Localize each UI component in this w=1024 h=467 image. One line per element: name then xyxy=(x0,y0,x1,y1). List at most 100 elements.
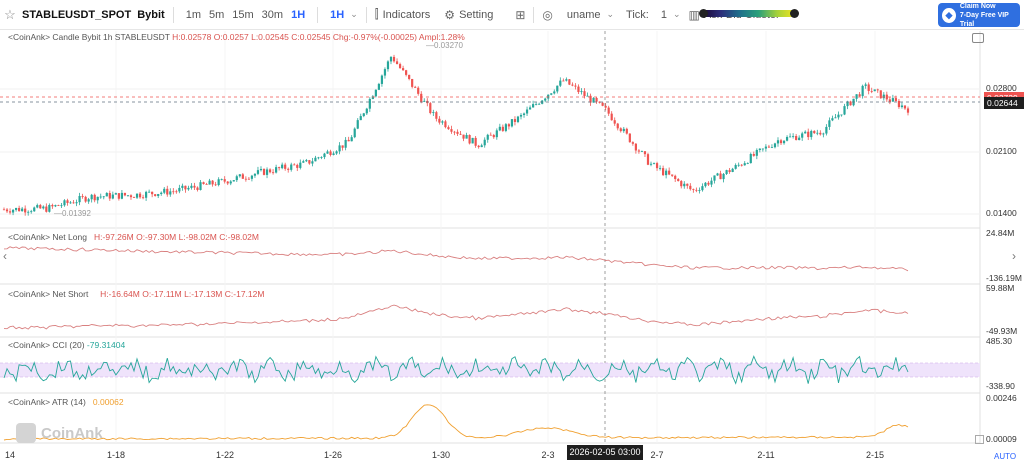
candle-body xyxy=(492,135,495,138)
candle-body xyxy=(798,137,801,141)
layout-button[interactable]: ⊞ xyxy=(515,8,525,22)
candle-body xyxy=(589,95,592,103)
candle-body xyxy=(649,163,653,165)
candle-body xyxy=(795,136,798,141)
interval-dropdown[interactable]: 1H xyxy=(330,8,345,21)
x-axis-label: 1-30 xyxy=(431,450,451,460)
candle-body xyxy=(897,100,901,108)
candle-body xyxy=(822,133,825,135)
chart-area[interactable]: <CoinAnk> Candle Bybit 1h STABLEUSDT H:0… xyxy=(0,31,1024,467)
candle-body xyxy=(120,192,124,199)
candle-body xyxy=(631,142,634,144)
heatmap-gradient-slider[interactable] xyxy=(702,10,796,17)
candle-body xyxy=(193,185,196,188)
net-short-line xyxy=(3,304,909,330)
claim-vip-button[interactable]: ◆ Claim Now 7-Day Free VIP Trial xyxy=(938,2,1020,28)
candle-body xyxy=(776,140,780,144)
candle-body xyxy=(241,174,244,179)
candle-body xyxy=(622,128,625,132)
cci-line xyxy=(3,355,909,385)
atr-value: 0.00062 xyxy=(92,397,124,407)
tick-value: 1 xyxy=(660,8,667,21)
setting-button[interactable]: ⚙ Setting xyxy=(444,8,493,22)
candle-body xyxy=(317,157,320,159)
candle-body xyxy=(108,193,111,199)
chevron-down-icon[interactable]: ⌄ xyxy=(350,9,358,19)
symbol-name[interactable]: STABLEUSDT_SPOT xyxy=(22,8,132,21)
candle-body xyxy=(677,179,680,182)
atr-prefix: <CoinAnk> ATR (14) xyxy=(8,397,86,407)
candle-body xyxy=(141,197,145,199)
candle-body xyxy=(362,113,365,117)
camera-icon[interactable] xyxy=(972,33,984,43)
claim-line1: Claim Now xyxy=(959,2,996,10)
candle-close: C:0.02545 xyxy=(291,32,331,42)
candle-body xyxy=(214,184,217,186)
candle-body xyxy=(658,168,662,169)
indicators-icon: ⫿ xyxy=(374,7,379,21)
claim-line2: 7-Day Free VIP Trial xyxy=(959,11,1009,28)
price-axis-label: 0.02100 xyxy=(986,146,1017,156)
candle-body xyxy=(78,196,81,203)
candle-body xyxy=(586,95,589,97)
candle-body xyxy=(311,161,314,164)
candle-body xyxy=(45,206,48,212)
candle-body xyxy=(365,108,368,114)
candle-body xyxy=(371,96,374,99)
candle-body xyxy=(728,170,731,173)
scroll-right-arrow-icon[interactable]: › xyxy=(1012,249,1016,263)
candle-body xyxy=(184,185,187,190)
interval-1h[interactable]: 1H xyxy=(291,8,306,21)
pane-settings-icon[interactable] xyxy=(975,435,984,444)
coinank-watermark: CoinAnk xyxy=(16,423,103,443)
net-short-low: L:-17.13M xyxy=(184,289,223,299)
low-marker: —0.01392 xyxy=(54,209,91,218)
candle-body xyxy=(755,149,758,156)
interval-5m[interactable]: 5m xyxy=(208,8,225,21)
interval-1m[interactable]: 1m xyxy=(185,8,201,21)
x-axis-label: 2-7 xyxy=(650,450,664,460)
candle-body xyxy=(175,191,178,193)
candle-body xyxy=(459,133,462,135)
candle-body xyxy=(486,134,489,140)
gradient-slider-right-handle[interactable] xyxy=(790,9,799,18)
auto-scale-toggle[interactable]: AUTO xyxy=(994,452,1017,461)
candle-body xyxy=(450,129,453,132)
candle-body xyxy=(867,84,870,91)
candle-body xyxy=(223,179,226,182)
price-axis-label: 0.01400 xyxy=(986,208,1017,218)
candle-body xyxy=(353,128,356,138)
tick-dropdown[interactable]: Tick: 1 ⌄ xyxy=(626,9,680,21)
candle-body xyxy=(48,205,51,212)
candle-body xyxy=(831,118,834,121)
candle-body xyxy=(601,102,604,106)
candle-body xyxy=(873,89,876,92)
candle-body xyxy=(858,94,861,97)
chart-canvas[interactable] xyxy=(0,31,1024,467)
exchange-name[interactable]: Bybit xyxy=(137,8,165,21)
favorite-star-icon[interactable]: ☆ xyxy=(4,6,16,22)
candle-body xyxy=(725,170,728,174)
scroll-left-arrow-icon[interactable]: ‹ xyxy=(3,249,7,263)
cci-prefix: <CoinAnk> CCI (20) xyxy=(8,340,85,350)
net-short-open: O:-17.11M xyxy=(142,289,182,299)
candle-body xyxy=(528,107,532,110)
interval-30m[interactable]: 30m xyxy=(261,8,284,21)
candle-body xyxy=(885,94,888,100)
candle-body xyxy=(123,192,127,196)
candle-body xyxy=(462,134,465,139)
candle-body xyxy=(480,145,483,148)
indicators-button[interactable]: ⫿ Indicators xyxy=(375,7,431,22)
candle-body xyxy=(519,114,523,117)
candle-body xyxy=(54,205,57,207)
candle-body xyxy=(42,206,45,209)
candle-body xyxy=(435,112,438,119)
uname-dropdown[interactable]: ◎ uname ⌄ xyxy=(542,8,614,22)
candle-body xyxy=(326,151,329,154)
gradient-slider-left-handle[interactable] xyxy=(699,9,708,18)
candle-body xyxy=(489,134,492,136)
candle-body xyxy=(819,132,822,135)
interval-15m[interactable]: 15m xyxy=(232,8,254,21)
candle-body xyxy=(474,137,477,146)
candle-body xyxy=(341,145,344,148)
